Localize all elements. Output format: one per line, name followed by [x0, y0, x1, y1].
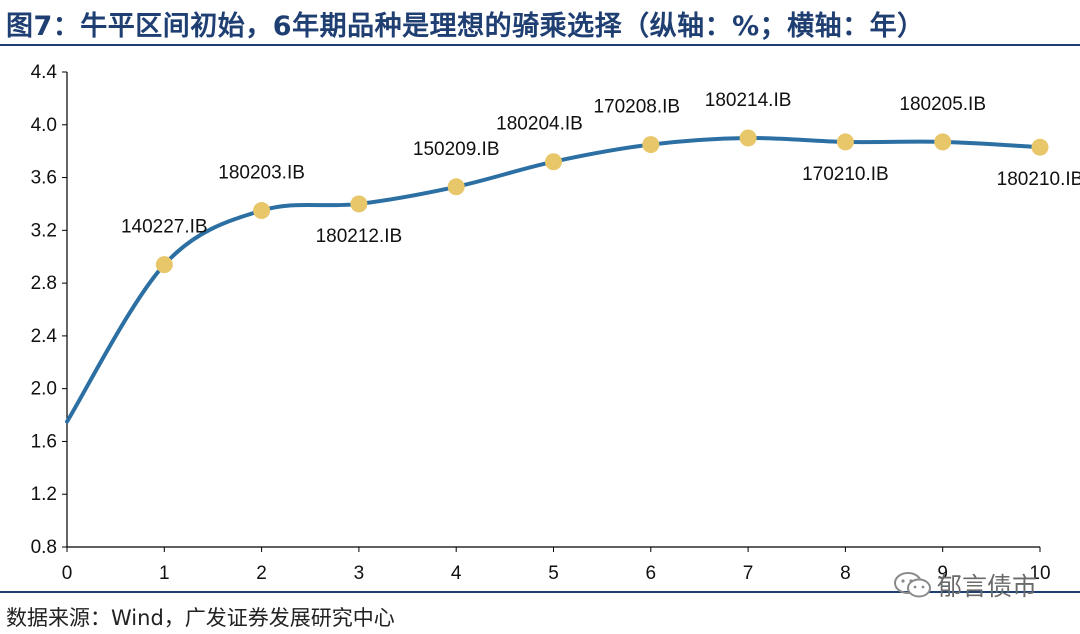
footer-divider — [0, 591, 1080, 593]
data-point-marker — [836, 133, 854, 151]
watermark: 郁言债市 — [893, 567, 1037, 603]
data-point-label: 180210.IB — [997, 169, 1080, 190]
x-tick-label: 1 — [159, 563, 170, 584]
data-point-label: 180204.IB — [496, 114, 583, 135]
y-tick-label: 4.4 — [31, 62, 58, 83]
x-tick-label: 6 — [646, 563, 657, 584]
data-point-label: 180203.IB — [218, 163, 305, 184]
data-point-label: 180214.IB — [705, 90, 792, 111]
y-tick-label: 2.8 — [31, 273, 57, 294]
x-tick-label: 9 — [937, 563, 948, 584]
chat-bubble-icon — [894, 572, 931, 598]
data-point-marker — [253, 202, 271, 220]
y-tick-label: 3.2 — [31, 220, 57, 241]
title-divider — [0, 44, 1080, 46]
x-tick-label: 10 — [1029, 563, 1050, 584]
y-tick-label: 1.2 — [31, 484, 57, 505]
data-point-label: 180205.IB — [899, 94, 986, 115]
data-point-marker — [155, 256, 173, 274]
data-point-label: 150209.IB — [413, 139, 500, 160]
watermark-text: 郁言债市 — [937, 572, 1038, 601]
x-tick-label: 3 — [354, 563, 365, 584]
y-tick-label: 4.0 — [31, 115, 57, 136]
data-point-label: 170208.IB — [593, 97, 680, 118]
series-line — [65, 135, 1042, 424]
y-tick-label: 3.6 — [31, 168, 57, 189]
data-point-marker — [447, 178, 465, 196]
data-point-marker — [1031, 138, 1049, 156]
x-tick-label: 7 — [743, 563, 754, 584]
x-tick-label: 8 — [840, 563, 851, 584]
data-markers — [155, 129, 1049, 274]
data-point-marker — [545, 153, 562, 171]
data-point-label: 140227.IB — [121, 217, 208, 238]
y-tick-label: 2.4 — [31, 326, 58, 347]
data-point-label: 170210.IB — [802, 164, 889, 185]
chart-axes: 0.8 1.2 1.6 2.0 2.4 2.8 3.2 3.6 4.0 4.4 0 1 2 3 4 5 6 7 8 9… — [31, 62, 1051, 584]
x-tick-label: 0 — [62, 563, 73, 584]
data-point-label: 180212.IB — [316, 226, 403, 247]
y-tick-label: 2.0 — [31, 379, 57, 400]
x-tick-label: 2 — [256, 563, 267, 584]
y-tick-label: 1.6 — [31, 431, 57, 452]
chart-title: 图7：牛平区间初始，6年期品种是理想的骑乘选择（纵轴：%；横轴：年） — [6, 11, 925, 42]
data-labels: 140227.IB 180203.IB 180212.IB 150209.IB 1802… — [121, 90, 1080, 247]
data-point-marker — [350, 195, 368, 213]
data-point-marker — [739, 129, 757, 147]
x-tick-label: 4 — [451, 563, 462, 584]
y-tick-label: 0.8 — [31, 537, 57, 558]
source-note: 数据来源：Wind，广发证券发展研究中心 — [6, 606, 395, 630]
data-point-marker — [642, 136, 660, 154]
line-chart: 0.8 1.2 1.6 2.0 2.4 2.8 3.2 3.6 4.0 4.4 0 1 2 3 4 5 6 7 8 9… — [31, 62, 1080, 584]
data-point-marker — [934, 133, 952, 151]
x-tick-label: 5 — [548, 563, 559, 584]
